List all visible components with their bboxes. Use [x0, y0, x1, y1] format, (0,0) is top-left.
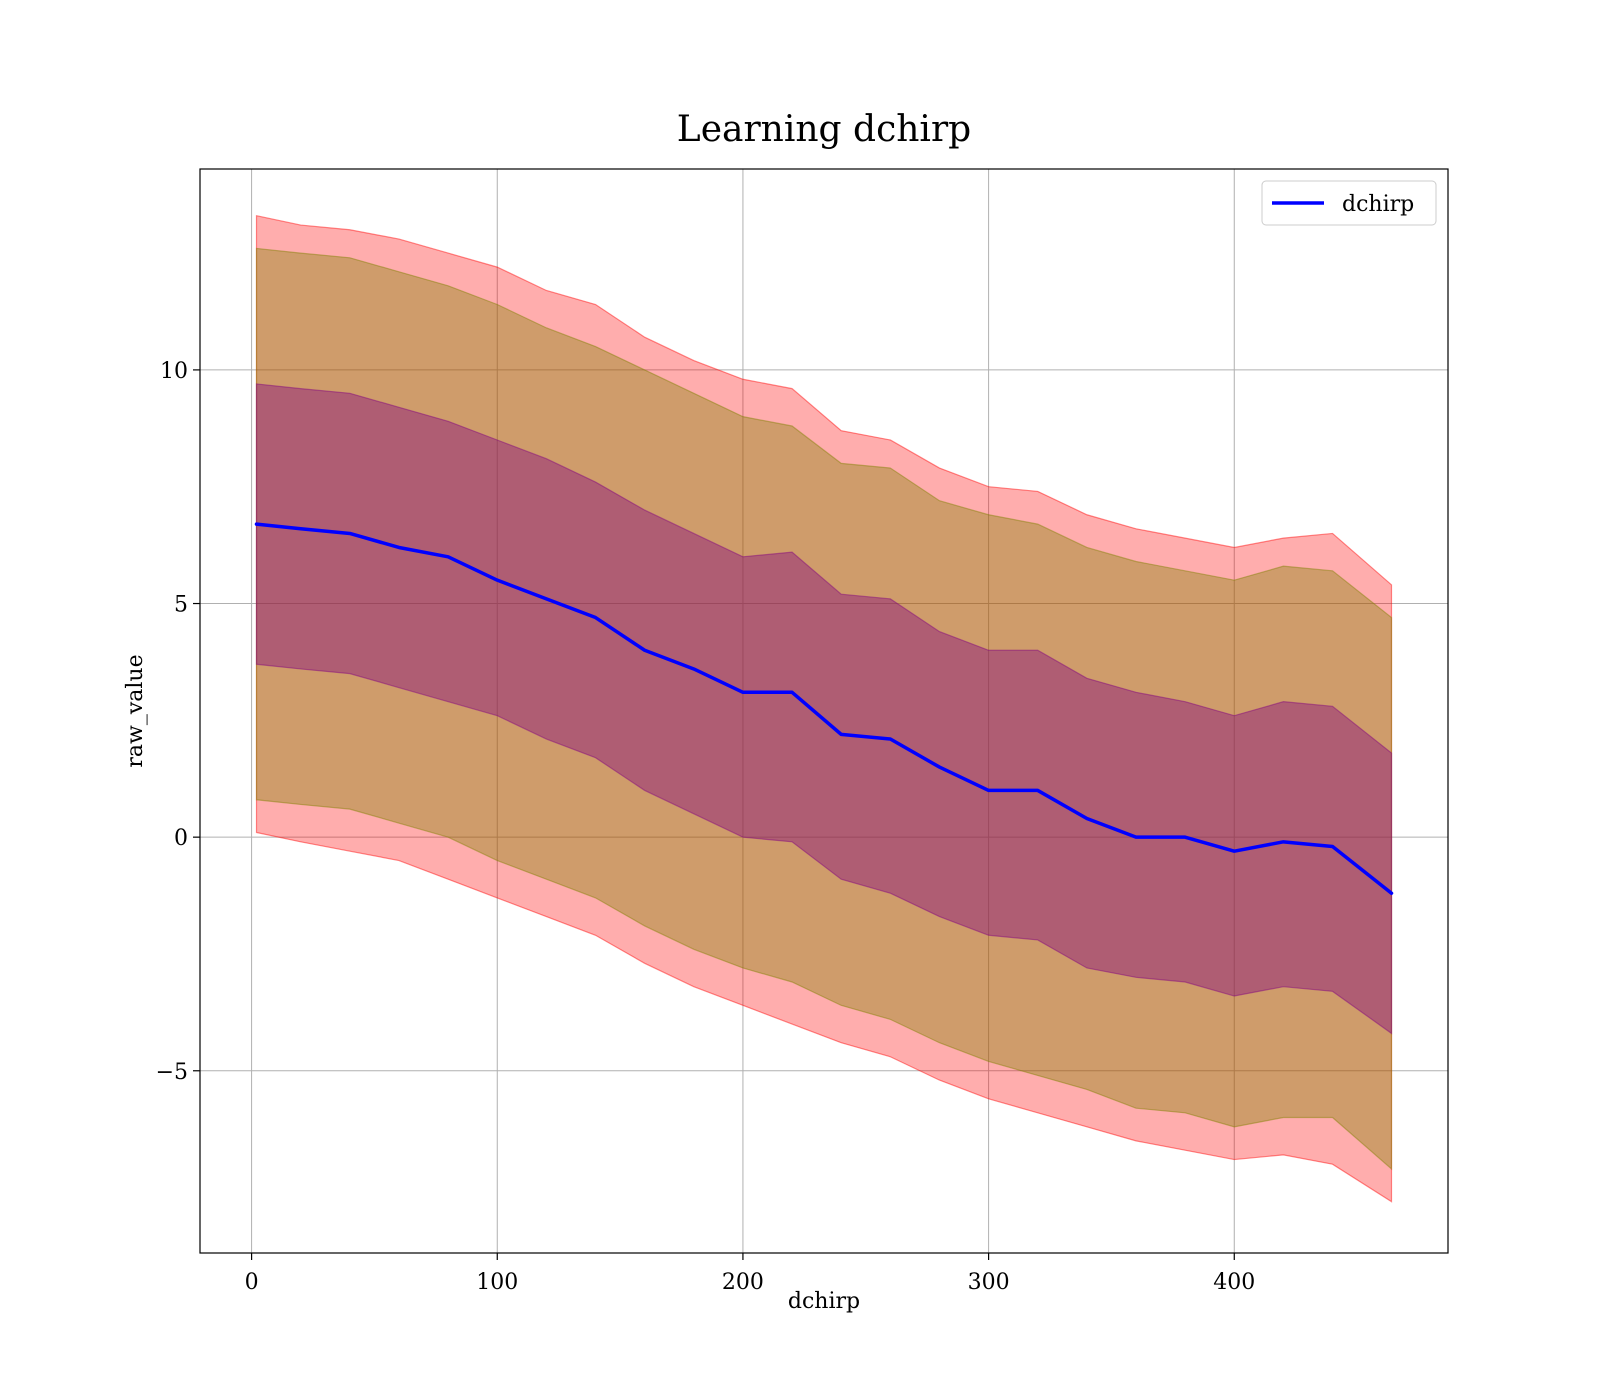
x-axis-label: dchirp: [788, 1289, 860, 1314]
grid: [200, 169, 1448, 1253]
confidence-bands: [255, 214, 1393, 1203]
x-tick-label-4: 400: [1213, 1270, 1255, 1295]
axis-ticks: 0 100 200 300 400 −5 0 5 10: [156, 359, 1256, 1295]
legend-box: [1261, 180, 1437, 226]
band-2: [255, 247, 1393, 1171]
mean-line-group: [254, 522, 1394, 895]
legend-label-dchirp: dchirp: [1342, 192, 1414, 217]
chart-title: Learning dchirp: [677, 109, 971, 150]
band-3: [255, 383, 1393, 1035]
y-axis-label: raw_value: [123, 654, 148, 767]
band-1: [255, 214, 1393, 1203]
legend: dchirp: [1261, 180, 1437, 226]
x-tick-label-3: 300: [968, 1270, 1010, 1295]
y-tick-label-0: −5: [156, 1060, 188, 1085]
y-tick-label-1: 0: [174, 826, 188, 851]
plot-frame: [199, 168, 1449, 1254]
x-tick-label-2: 200: [722, 1270, 764, 1295]
series-line-dchirp: [254, 522, 1394, 895]
x-tick-label-0: 0: [245, 1270, 259, 1295]
y-tick-label-2: 5: [174, 593, 188, 618]
y-tick-label-3: 10: [160, 359, 188, 384]
x-tick-label-1: 100: [476, 1270, 518, 1295]
